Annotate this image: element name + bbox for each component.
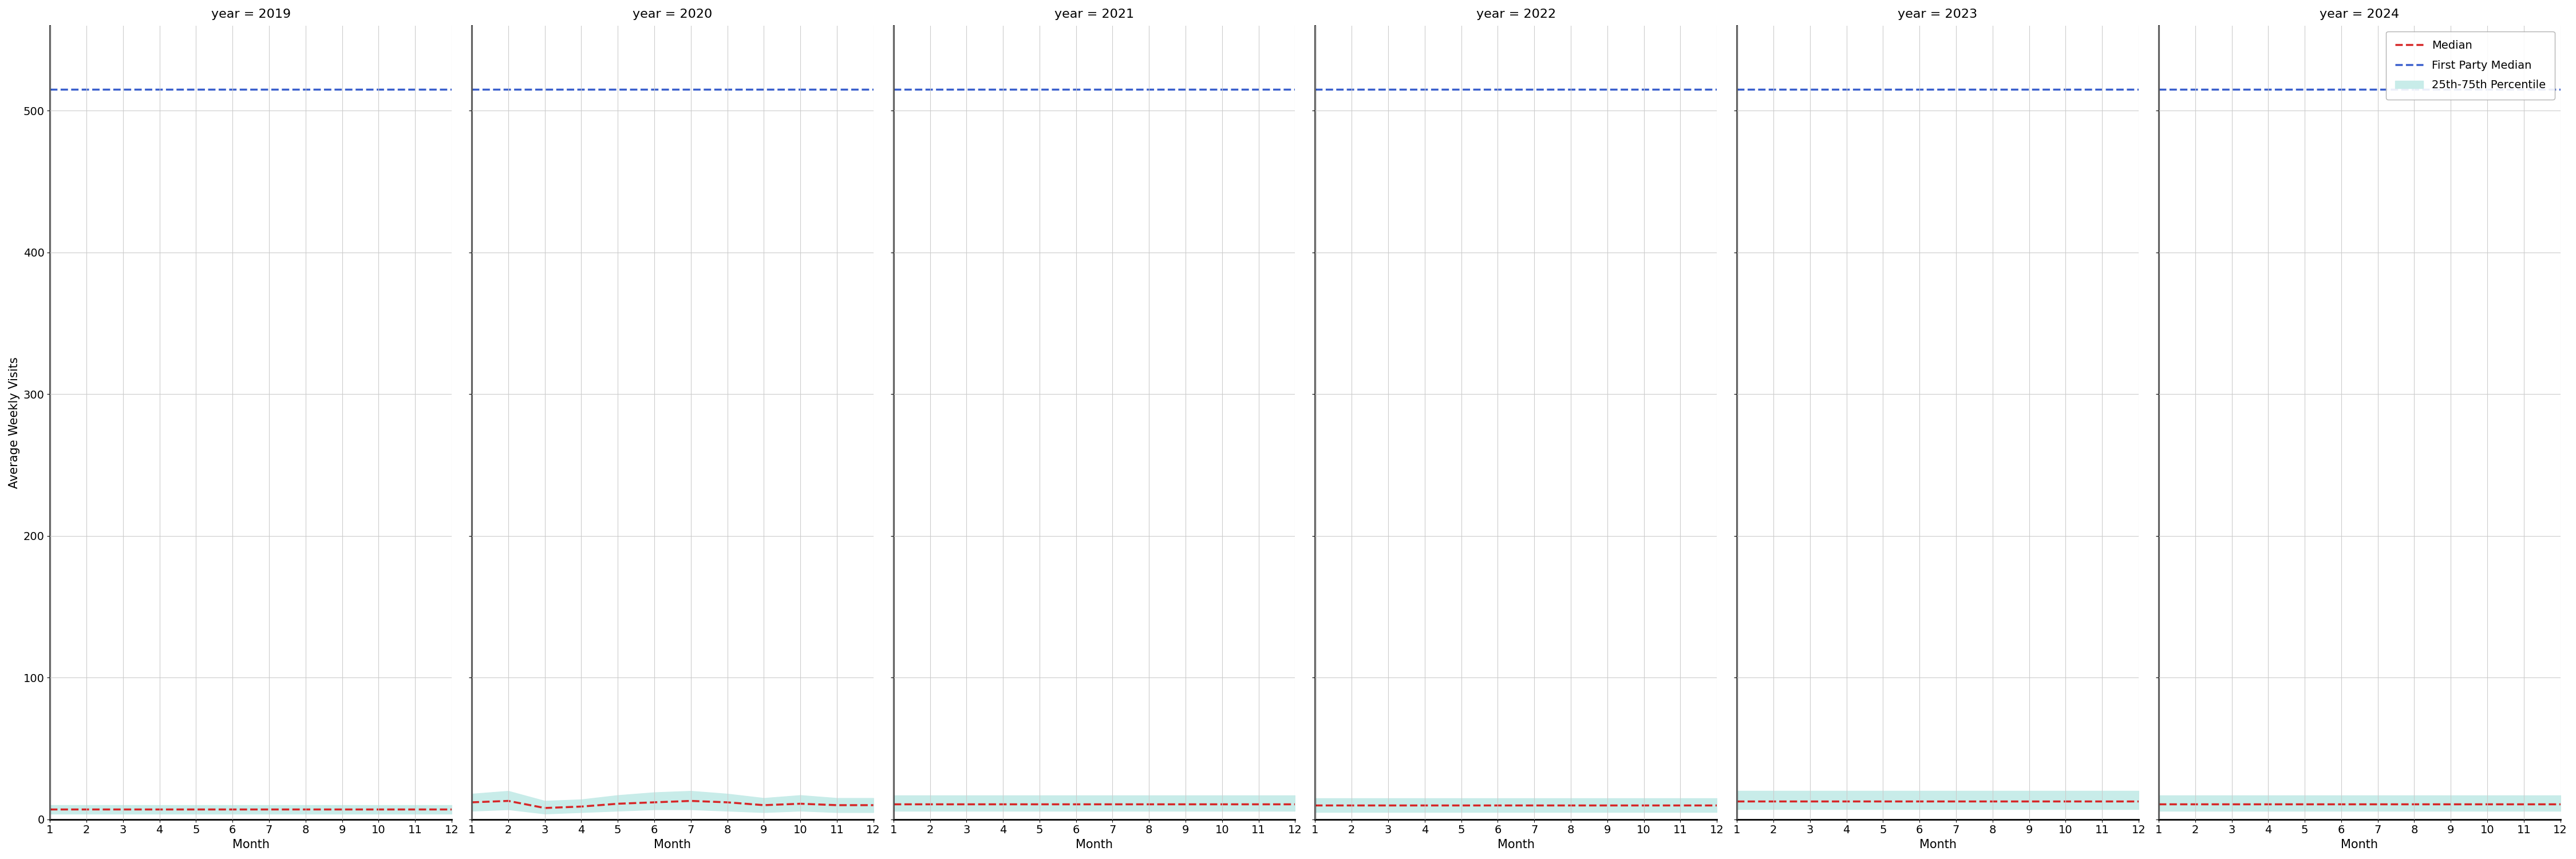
Median — [858, 800, 889, 810]
Median — [399, 804, 430, 814]
Median — [2473, 799, 2504, 809]
X-axis label: Month: Month — [232, 839, 270, 850]
Median — [951, 799, 981, 809]
Median — [2545, 799, 2576, 809]
Median — [639, 797, 670, 807]
Median — [1097, 799, 1128, 809]
Median — [2050, 795, 2081, 806]
Median — [2290, 799, 2321, 809]
Median — [435, 804, 466, 814]
Median — [216, 804, 247, 814]
Title: year = 2021: year = 2021 — [1054, 9, 1133, 20]
Legend: Median, First Party Median, 25th-75th Percentile: Median, First Party Median, 25th-75th Pe… — [2385, 31, 2555, 100]
Median — [1721, 795, 1752, 806]
First Party Median — [0, 84, 28, 94]
Median — [1373, 800, 1404, 810]
Median — [252, 804, 283, 814]
Median — [2123, 795, 2154, 806]
Median — [1520, 800, 1551, 810]
Median — [2215, 799, 2246, 809]
Median — [33, 804, 64, 814]
Median — [1832, 795, 1862, 806]
Median — [456, 797, 487, 807]
Median — [1301, 800, 1332, 810]
First Party Median — [456, 84, 487, 94]
Median — [2509, 799, 2540, 809]
First Party Median — [420, 84, 451, 94]
First Party Median — [1301, 84, 1332, 94]
X-axis label: Month: Month — [1077, 839, 1113, 850]
Median — [567, 801, 598, 812]
Median — [914, 799, 945, 809]
Median — [1795, 795, 1826, 806]
First Party Median — [2107, 84, 2138, 94]
First Party Median — [2143, 84, 2174, 94]
Median — [1868, 795, 1899, 806]
Title: year = 2020: year = 2020 — [634, 9, 714, 20]
Median — [2014, 795, 2045, 806]
Title: year = 2024: year = 2024 — [2318, 9, 2398, 20]
Median — [72, 804, 103, 814]
Median — [2326, 799, 2357, 809]
Median — [1025, 799, 1056, 809]
Median — [363, 804, 394, 814]
X-axis label: Month: Month — [1497, 839, 1535, 850]
Median — [1244, 799, 1275, 809]
Median — [675, 795, 706, 806]
Median — [1700, 800, 1731, 810]
Median — [492, 795, 523, 806]
Median — [1628, 800, 1659, 810]
Median — [1280, 799, 1311, 809]
Median — [2179, 799, 2210, 809]
Median — [1904, 795, 1935, 806]
Median — [1664, 800, 1695, 810]
Median — [750, 800, 781, 810]
Median — [1170, 799, 1200, 809]
Median — [2087, 795, 2117, 806]
First Party Median — [1685, 84, 1716, 94]
First Party Median — [878, 84, 909, 94]
Median — [603, 799, 634, 809]
Median — [2254, 799, 2285, 809]
Title: year = 2019: year = 2019 — [211, 9, 291, 20]
Median — [1481, 800, 1512, 810]
Median — [878, 799, 909, 809]
Median — [2143, 799, 2174, 809]
X-axis label: Month: Month — [654, 839, 690, 850]
Median — [1061, 799, 1092, 809]
Median — [108, 804, 139, 814]
Median — [2398, 799, 2429, 809]
Median — [528, 803, 559, 813]
First Party Median — [33, 84, 64, 94]
Median — [2434, 799, 2465, 809]
Median — [1592, 800, 1623, 810]
Median — [822, 800, 853, 810]
Median — [1206, 799, 1236, 809]
Line: Median: Median — [471, 801, 873, 808]
Median — [2362, 799, 2393, 809]
Median — [1445, 800, 1476, 810]
Median — [987, 799, 1018, 809]
First Party Median — [842, 84, 873, 94]
Median — [291, 804, 322, 814]
First Party Median — [1262, 84, 1293, 94]
Y-axis label: Average Weekly Visits: Average Weekly Visits — [8, 356, 21, 488]
Median — [327, 804, 358, 814]
Median — [1976, 795, 2007, 806]
Median — [1940, 795, 1971, 806]
Median — [786, 799, 817, 809]
Median — [144, 804, 175, 814]
X-axis label: Month: Month — [1919, 839, 1955, 850]
Title: year = 2022: year = 2022 — [1476, 9, 1556, 20]
X-axis label: Month: Month — [2342, 839, 2378, 850]
Median — [1409, 800, 1440, 810]
Median — [180, 804, 211, 814]
Median — [1757, 795, 1788, 806]
First Party Median — [1721, 84, 1752, 94]
Median — [1337, 800, 1368, 810]
Median — [1133, 799, 1164, 809]
Median — [1556, 800, 1587, 810]
Title: year = 2023: year = 2023 — [1899, 9, 1978, 20]
Median — [711, 797, 742, 807]
